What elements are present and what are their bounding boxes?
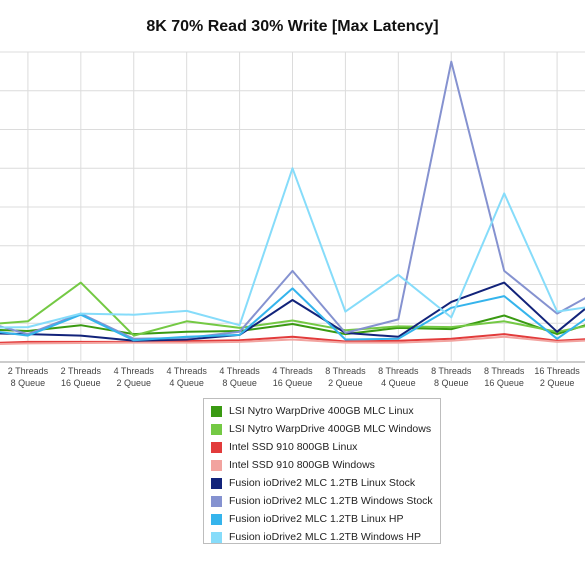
x-tick-label: 8 Threads bbox=[431, 366, 472, 376]
legend-label: Fusion ioDrive2 MLC 1.2TB Windows Stock bbox=[229, 495, 433, 507]
legend-item: Intel SSD 910 800GB Windows bbox=[204, 456, 440, 474]
legend-item: Fusion ioDrive2 MLC 1.2TB Linux HP bbox=[204, 510, 440, 528]
x-tick-label: 8 Queue bbox=[222, 378, 257, 388]
legend: LSI Nytro WarpDrive 400GB MLC Linux LSI N… bbox=[203, 398, 441, 544]
series-line-6 bbox=[0, 287, 585, 342]
x-tick-label: 2 Queue bbox=[116, 378, 151, 388]
series-line-7 bbox=[0, 167, 585, 329]
series-line-1 bbox=[0, 281, 585, 337]
x-tick-label: 16 Queue bbox=[484, 378, 524, 388]
legend-label: Fusion ioDrive2 MLC 1.2TB Linux Stock bbox=[229, 477, 416, 489]
legend-item: LSI Nytro WarpDrive 400GB MLC Linux bbox=[204, 402, 440, 420]
legend-item: Intel SSD 910 800GB Linux bbox=[204, 438, 440, 456]
legend-label: LSI Nytro WarpDrive 400GB MLC Windows bbox=[229, 423, 432, 435]
legend-item: Fusion ioDrive2 MLC 1.2TB Windows HP bbox=[204, 528, 440, 546]
legend-swatch bbox=[211, 405, 222, 417]
x-tick-label: 2 Queue bbox=[540, 378, 575, 388]
x-tick-label: 4 Threads bbox=[272, 366, 313, 376]
legend-swatch bbox=[211, 531, 222, 543]
x-tick-label: 4 Queue bbox=[169, 378, 204, 388]
x-tick-label: 4 Threads bbox=[114, 366, 155, 376]
legend-label: Fusion ioDrive2 MLC 1.2TB Linux HP bbox=[229, 513, 404, 525]
x-tick-label: 16 Queue bbox=[273, 378, 313, 388]
x-tick-label: 16 Threads bbox=[534, 366, 580, 376]
x-tick-label: 4 Threads bbox=[219, 366, 260, 376]
legend-label: LSI Nytro WarpDrive 400GB MLC Linux bbox=[229, 405, 414, 417]
legend-swatch bbox=[211, 477, 222, 489]
legend-swatch bbox=[211, 459, 222, 471]
series-line-2 bbox=[0, 333, 585, 344]
x-tick-label: 8 Threads bbox=[325, 366, 366, 376]
x-tick-label: 16 Queue bbox=[61, 378, 101, 388]
legend-item: Fusion ioDrive2 MLC 1.2TB Linux Stock bbox=[204, 474, 440, 492]
series-line-0 bbox=[0, 314, 585, 336]
legend-label: Fusion ioDrive2 MLC 1.2TB Windows HP bbox=[229, 531, 421, 543]
series-line-3 bbox=[0, 335, 585, 346]
x-tick-label: 2 Threads bbox=[61, 366, 102, 376]
x-tick-label: 4 Queue bbox=[381, 378, 416, 388]
x-tick-label: 4 Threads bbox=[166, 366, 207, 376]
legend-swatch bbox=[211, 495, 222, 507]
legend-swatch bbox=[211, 441, 222, 453]
x-tick-label: 2 Queue bbox=[328, 378, 363, 388]
legend-label: Intel SSD 910 800GB Windows bbox=[229, 459, 375, 471]
x-tick-label: 8 Queue bbox=[11, 378, 46, 388]
gridlines bbox=[0, 51, 585, 363]
legend-swatch bbox=[211, 423, 222, 435]
legend-label: Intel SSD 910 800GB Linux bbox=[229, 441, 358, 453]
x-tick-label: 8 Threads bbox=[378, 366, 419, 376]
legend-item: Fusion ioDrive2 MLC 1.2TB Windows Stock bbox=[204, 492, 440, 510]
series-lines bbox=[0, 60, 585, 346]
series-line-4 bbox=[0, 281, 585, 342]
legend-item: LSI Nytro WarpDrive 400GB MLC Windows bbox=[204, 420, 440, 438]
chart-title: 8K 70% Read 30% Write [Max Latency] bbox=[146, 18, 439, 35]
x-tick-label: 8 Threads bbox=[484, 366, 525, 376]
legend-swatch bbox=[211, 513, 222, 525]
x-tick-label: 2 Threads bbox=[8, 366, 49, 376]
x-tick-label: 8 Queue bbox=[434, 378, 469, 388]
